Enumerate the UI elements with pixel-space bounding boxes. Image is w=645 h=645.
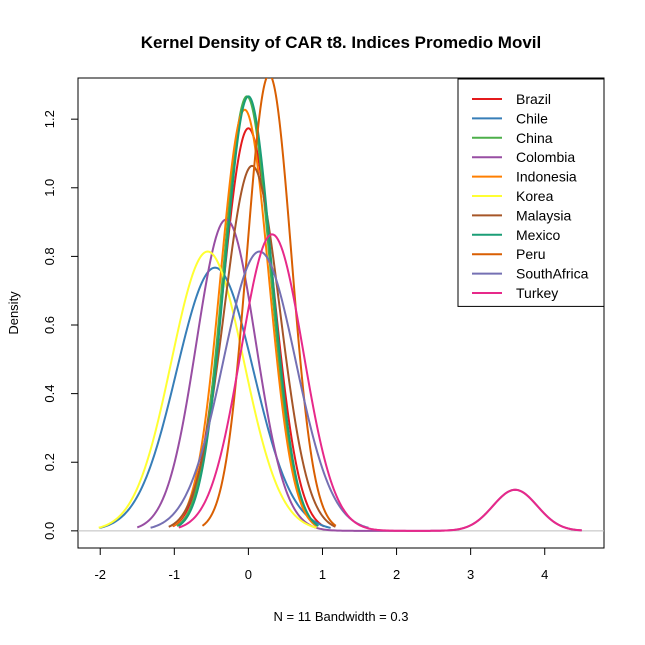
y-tick-label: 1.2	[42, 110, 57, 128]
legend-entry: Mexico	[516, 227, 561, 243]
series-line-mexico	[177, 95, 319, 527]
y-tick-label: 0.0	[42, 522, 57, 540]
legend-entry: Brazil	[516, 91, 551, 107]
x-tick-label: 3	[467, 567, 474, 582]
legend-entry: Peru	[516, 246, 546, 262]
series-line-peru	[201, 78, 337, 527]
legend-entry: Colombia	[516, 149, 575, 165]
x-tick-label: 4	[541, 567, 548, 582]
legend-box	[457, 78, 605, 307]
y-tick-label: 0.8	[42, 247, 57, 265]
x-tick-label: 1	[319, 567, 326, 582]
plot-frame	[77, 77, 605, 549]
y-axis-label: Density	[6, 291, 21, 335]
legend-entry: Turkey	[516, 285, 558, 301]
x-tick-label: -2	[94, 567, 106, 582]
series-line-korea	[98, 250, 317, 529]
legend-entry: Korea	[516, 188, 554, 204]
series-line-brazil	[172, 127, 325, 528]
series-line-indonesia	[171, 108, 318, 528]
legend: Brazil Chile China Colombia Indonesia Korea Ma…	[457, 78, 605, 307]
legend-entry: Chile	[516, 110, 548, 126]
legend-entry: Malaysia	[516, 207, 571, 223]
x-axis-label: N = 11 Bandwidth = 0.3	[274, 609, 409, 624]
plot-area: -2 -1 0 1 2 3 4 0.0 0.2 0.4 0.6 0.8 1.0 1.2	[42, 77, 605, 582]
y-tick-label: 1.0	[42, 179, 57, 197]
legend-entry: Indonesia	[516, 169, 577, 185]
x-tick-label: -1	[169, 567, 181, 582]
x-tick-label: 2	[393, 567, 400, 582]
chart-title: Kernel Density of CAR t8. Indices Promed…	[141, 33, 542, 52]
x-tick-label: 0	[245, 567, 252, 582]
legend-entry: SouthAfrica	[516, 266, 589, 282]
series-line-malaysia	[168, 164, 336, 528]
series-line-turkey	[178, 233, 582, 532]
legend-entry: China	[516, 130, 553, 146]
series-line-southafrica	[150, 250, 369, 529]
series-line-chile	[99, 266, 331, 529]
y-tick-label: 0.2	[42, 453, 57, 471]
y-tick-label: 0.4	[42, 385, 57, 403]
y-tick-label: 0.6	[42, 316, 57, 334]
